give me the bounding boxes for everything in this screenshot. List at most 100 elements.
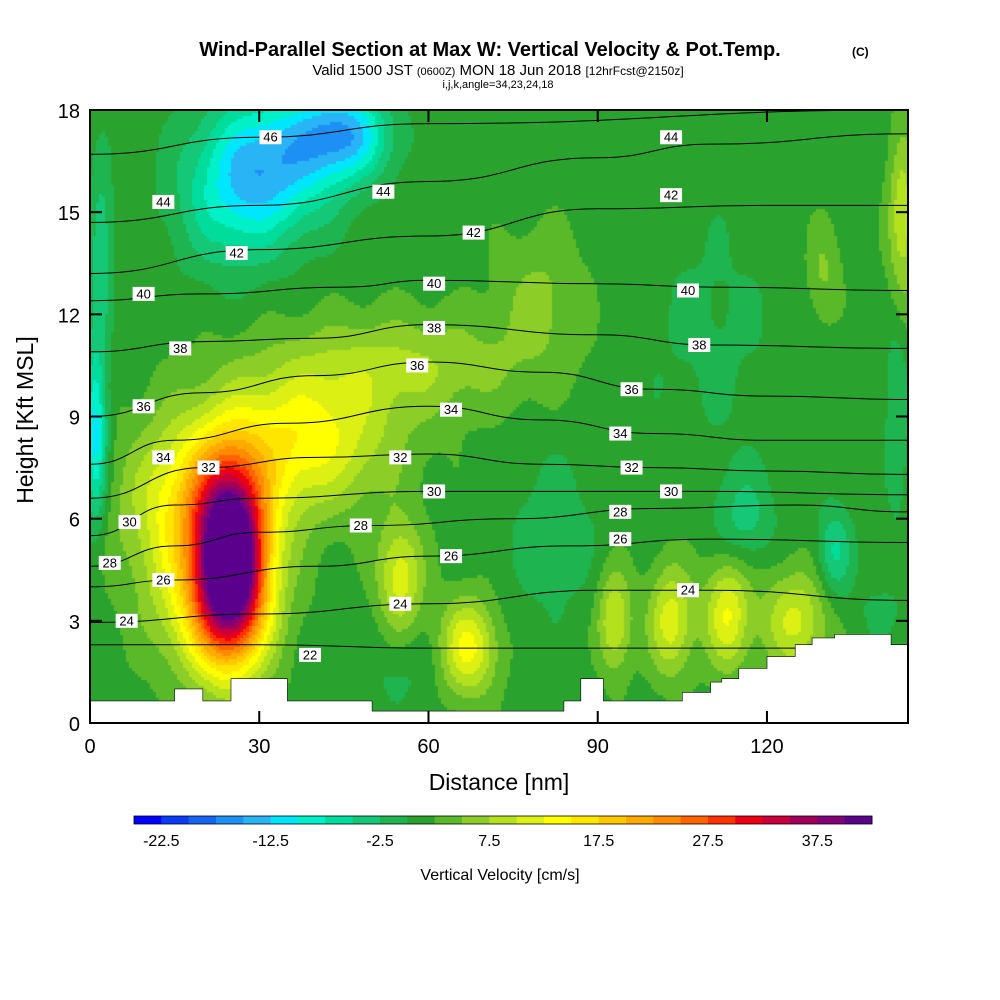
colorbar-label: Vertical Velocity [cm/s]	[420, 867, 579, 884]
y-tick-label: 9	[69, 408, 80, 430]
colorbar-swatch	[188, 816, 217, 824]
x-tick-label: 120	[750, 736, 783, 758]
colorbar-swatch	[598, 816, 627, 824]
colorbar-swatch	[434, 816, 463, 824]
contour-label-text: 34	[613, 426, 627, 441]
contour-label-text: 42	[229, 246, 243, 261]
contour-label-text: 42	[664, 188, 678, 203]
contour-label-text: 38	[427, 320, 441, 335]
contour-label-text: 46	[263, 130, 277, 145]
contour-label-box	[609, 504, 632, 519]
contour-label-text: 26	[444, 549, 458, 564]
contour-label-text: 28	[354, 518, 368, 533]
contour-label-text: 44	[664, 130, 678, 145]
colorbar-swatch	[653, 816, 682, 824]
colorbar-swatch	[571, 816, 600, 824]
contour-label: 24	[676, 583, 699, 598]
colorbar-swatch	[270, 816, 299, 824]
contour-label-text: 40	[427, 276, 441, 291]
contour-label: 30	[423, 484, 446, 499]
contour-label-box	[676, 283, 699, 298]
chart-subtitle: Valid 1500 JST (0600Z) MON 18 Jun 2018 […	[312, 62, 683, 79]
theta-contour-line	[90, 644, 908, 649]
contour-label-text: 32	[393, 450, 407, 465]
contour-label: 34	[440, 402, 463, 417]
contour-label-text: 34	[444, 402, 458, 417]
contour-label-text: 30	[122, 515, 136, 530]
x-tick-label: 60	[417, 736, 439, 758]
colorbar-swatch	[243, 816, 272, 824]
contour-label: 38	[169, 341, 192, 356]
contour-label-text: 28	[613, 504, 627, 519]
contour-label: 42	[660, 188, 683, 203]
contour-label-box	[423, 484, 446, 499]
contour-label-box	[406, 358, 429, 373]
contour-label: 28	[98, 555, 121, 570]
contour-label-box	[169, 341, 192, 356]
colorbar-swatch	[298, 816, 326, 824]
contour-label: 36	[620, 382, 643, 397]
y-tick-label: 3	[69, 612, 80, 634]
colorbar: -22.5 -12.5 -2.5 7.5 17.5 27.5 37.5	[133, 815, 873, 850]
contour-label: 26	[440, 549, 463, 564]
contour-label-text: 40	[136, 286, 150, 301]
theta-contour-line	[90, 324, 908, 353]
contour-label-box	[225, 246, 248, 261]
chart-title-suffix: (C)	[852, 45, 869, 59]
contour-label: 24	[389, 596, 412, 611]
x-tick-label: 0	[84, 736, 95, 758]
colorbar-swatch	[325, 816, 354, 824]
colorbar-tick-label: 27.5	[692, 833, 723, 850]
contour-label: 40	[676, 283, 699, 298]
colorbar-tick-label: 37.5	[802, 833, 833, 850]
theta-contour-line	[90, 490, 908, 537]
contour-label-text: 42	[466, 225, 480, 240]
contour-label: 36	[132, 399, 155, 414]
theta-contour-line	[90, 504, 908, 567]
y-tick-label: 6	[69, 510, 80, 532]
colorbar-tick-label: 7.5	[478, 833, 500, 850]
theta-contour-line	[90, 110, 908, 155]
y-tick-label: 0	[69, 714, 80, 736]
y-tick-label: 12	[58, 305, 80, 327]
contour-label-text: 24	[681, 583, 695, 598]
contour-label: 30	[660, 484, 683, 499]
contour-label-box	[688, 337, 711, 352]
colorbar-swatch	[407, 816, 436, 824]
colorbar-swatch	[680, 816, 709, 824]
colorbar-tick-label: -2.5	[366, 833, 394, 850]
contour-label: 32	[197, 460, 220, 475]
colorbar-swatch	[134, 816, 162, 824]
contour-label-box	[152, 194, 175, 209]
contour-label-box	[440, 549, 463, 564]
contour-label-text: 36	[624, 382, 638, 397]
contour-label-text: 30	[664, 484, 678, 499]
colorbar-swatch	[516, 816, 545, 824]
colorbar-swatch	[352, 816, 381, 824]
theta-contour-line	[90, 133, 908, 223]
contour-label-text: 30	[427, 484, 441, 499]
colorbar-swatch	[844, 816, 873, 824]
colorbar-swatch	[790, 816, 818, 824]
contour-label: 32	[620, 460, 643, 475]
colorbar-swatch	[380, 816, 408, 824]
contour-label-box	[152, 572, 175, 587]
chart-title: Wind-Parallel Section at Max W: Vertical…	[199, 39, 780, 61]
contour-label-text: 36	[410, 358, 424, 373]
contour-label: 38	[423, 320, 446, 335]
contour-label: 28	[349, 518, 372, 533]
chart-indices: i,j,k,angle=34,23,24,18	[442, 79, 553, 91]
contour-label-text: 26	[156, 572, 170, 587]
contour-label: 36	[406, 358, 429, 373]
colorbar-swatch	[216, 816, 244, 824]
contour-label-text: 44	[376, 184, 390, 199]
colorbar-swatch	[161, 816, 190, 824]
y-tick-label: 18	[58, 101, 80, 123]
y-tick-label: 15	[58, 203, 80, 225]
colorbar-swatch	[735, 816, 764, 824]
contour-label-box	[389, 450, 412, 465]
colorbar-swatch	[544, 816, 572, 824]
theta-contour-labels: 46 44 44 44 42 42 42 40 40 40 38 38 38 36 36 36 34 34 34 32…	[98, 130, 711, 662]
contour-label-box	[440, 402, 463, 417]
contour-label-text: 24	[393, 596, 407, 611]
